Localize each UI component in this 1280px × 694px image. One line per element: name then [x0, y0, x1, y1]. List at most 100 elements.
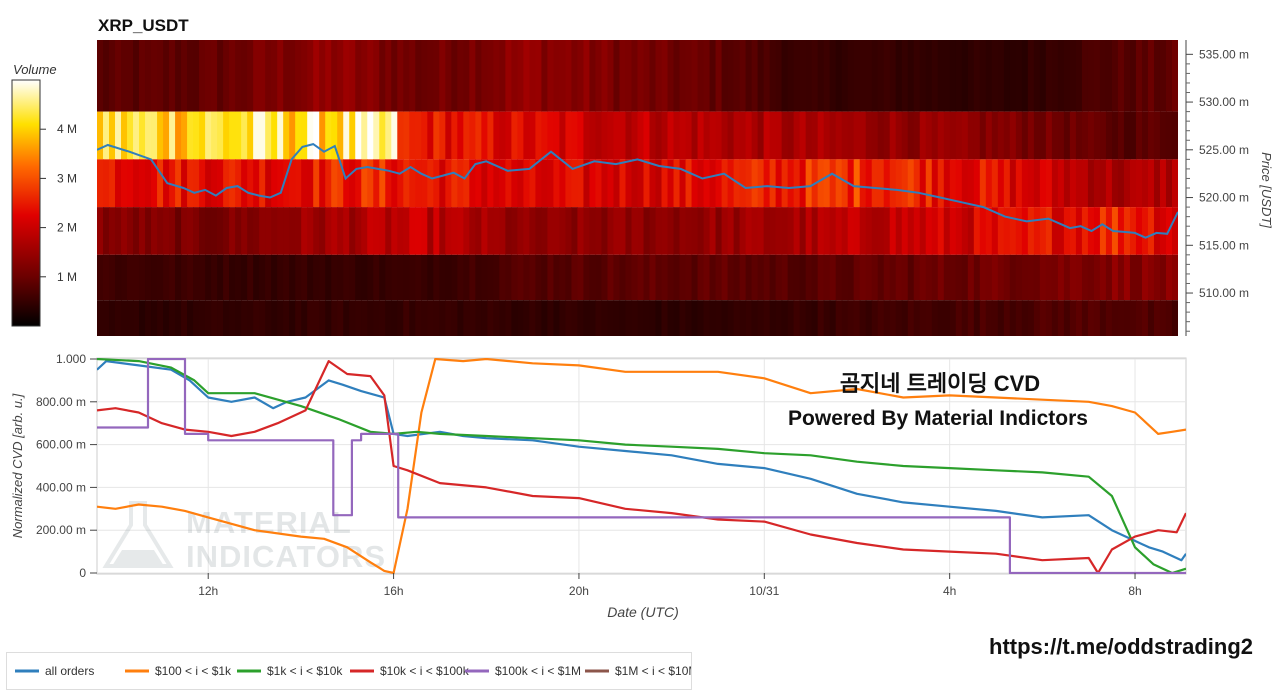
heatmap-cell [271, 207, 278, 255]
heatmap-cell [601, 111, 609, 160]
heatmap-cell [373, 207, 380, 255]
heatmap-cell [529, 40, 537, 112]
heatmap-cell [745, 159, 753, 208]
heatmap-cell [685, 159, 693, 208]
legend-item-label[interactable]: $1k < i < $10k [267, 664, 343, 678]
legend-item-label[interactable]: $100 < i < $1k [155, 664, 232, 678]
heatmap-cell [553, 207, 561, 255]
heatmap-cell [769, 300, 777, 336]
heatmap-cell [691, 159, 699, 208]
heatmap-cell [523, 40, 530, 112]
heatmap-cell [907, 207, 915, 255]
heatmap-cell [655, 40, 663, 112]
heatmap-cell [223, 40, 230, 112]
heatmap-cell [685, 111, 693, 160]
heatmap-cell [1099, 207, 1107, 255]
legend-item-label[interactable]: $1M < i < $10M [615, 664, 698, 678]
heatmap-cell [289, 254, 296, 301]
heatmap-cell [121, 111, 128, 160]
heatmap-cell [1033, 111, 1041, 160]
heatmap-cell [343, 207, 350, 255]
heatmap-cell [487, 207, 494, 255]
heatmap-cell [805, 111, 813, 160]
heatmap-cell [277, 300, 284, 336]
heatmap-cell [679, 111, 687, 160]
heatmap-cell [547, 159, 555, 208]
heatmap-cell [799, 40, 807, 112]
heatmap-cell [367, 254, 374, 301]
heatmap-cell [151, 159, 158, 208]
heatmap-cell [973, 111, 981, 160]
heatmap-cell [889, 159, 897, 208]
heatmap-cell [205, 159, 212, 208]
heatmap-cell [1117, 159, 1125, 208]
heatmap-cell [145, 300, 152, 336]
heatmap-cell [691, 300, 699, 336]
heatmap-cell [349, 300, 356, 336]
heatmap-cell [625, 207, 633, 255]
cvd-y-axis: 1.000 800.00 m 600.00 m 400.00 m 200.00 m 0 N… [10, 352, 97, 580]
heatmap-cell [1165, 254, 1173, 301]
heatmap-cell [853, 159, 861, 208]
legend-item-label[interactable]: $100k < i < $1M [495, 664, 581, 678]
heatmap-cell [679, 40, 687, 112]
heatmap-cell [559, 111, 567, 160]
heatmap-cell [325, 300, 332, 336]
heatmap-cell [151, 40, 158, 112]
heatmap-cell [1063, 254, 1071, 301]
heatmap-cell [157, 254, 164, 301]
heatmap-cell [337, 207, 344, 255]
heatmap-cell [379, 111, 386, 160]
heatmap-cell [481, 111, 488, 160]
heatmap-cell [589, 300, 597, 336]
heatmap-cell [1087, 40, 1095, 112]
legend-item-label[interactable]: $10k < i < $100k [380, 664, 470, 678]
heatmap-cell [1093, 159, 1101, 208]
heatmap-cell [433, 254, 440, 301]
heatmap-cell [727, 159, 735, 208]
heatmap-cell [607, 300, 615, 336]
heatmap-cell [445, 207, 452, 255]
heatmap-cell [211, 300, 218, 336]
heatmap-cell [187, 159, 194, 208]
cvd-x-tick-label: 12h [198, 584, 218, 598]
cvd-x-tick-label: 10/31 [749, 584, 779, 598]
heatmap-cell [439, 159, 446, 208]
heatmap-cell [97, 159, 104, 208]
heatmap-cell [793, 159, 801, 208]
heatmap-cell [649, 40, 657, 112]
heatmap-cell [1069, 159, 1077, 208]
heatmap-cell [1045, 111, 1053, 160]
heatmap-cell [301, 207, 308, 255]
heatmap-cell [1057, 254, 1065, 301]
heatmap-cell [409, 111, 416, 160]
legend-item-label[interactable]: all orders [45, 664, 94, 678]
heatmap-cell [439, 207, 446, 255]
heatmap-cell [799, 207, 807, 255]
heatmap-cell [1111, 40, 1119, 112]
heatmap-cell [985, 207, 993, 255]
heatmap-cell [937, 40, 945, 112]
heatmap-cell [907, 159, 915, 208]
heatmap-cell [1081, 300, 1089, 336]
heatmap-cell [409, 159, 416, 208]
heatmap-cell [733, 300, 741, 336]
heatmap-cell [457, 207, 464, 255]
cvd-x-tick-label: 16h [384, 584, 404, 598]
heatmap-cell [781, 254, 789, 301]
footer-link[interactable]: https://t.me/oddstrading2 [989, 634, 1253, 659]
heatmap-cell [211, 254, 218, 301]
heatmap-cell [487, 159, 494, 208]
heatmap-cell [463, 254, 470, 301]
heatmap-cell [1171, 254, 1178, 301]
heatmap-cell [1045, 207, 1053, 255]
heatmap-cell [901, 254, 909, 301]
heatmap-cell [523, 111, 530, 160]
heatmap-cell [889, 207, 897, 255]
heatmap-cell [187, 300, 194, 336]
heatmap-cell [589, 111, 597, 160]
heatmap-cell [1153, 111, 1161, 160]
heatmap-cell [661, 254, 669, 301]
heatmap-cell [541, 300, 549, 336]
cvd-x-axis: 12h 16h 20h 10/31 4h 8h Date (UTC) [198, 573, 1142, 620]
